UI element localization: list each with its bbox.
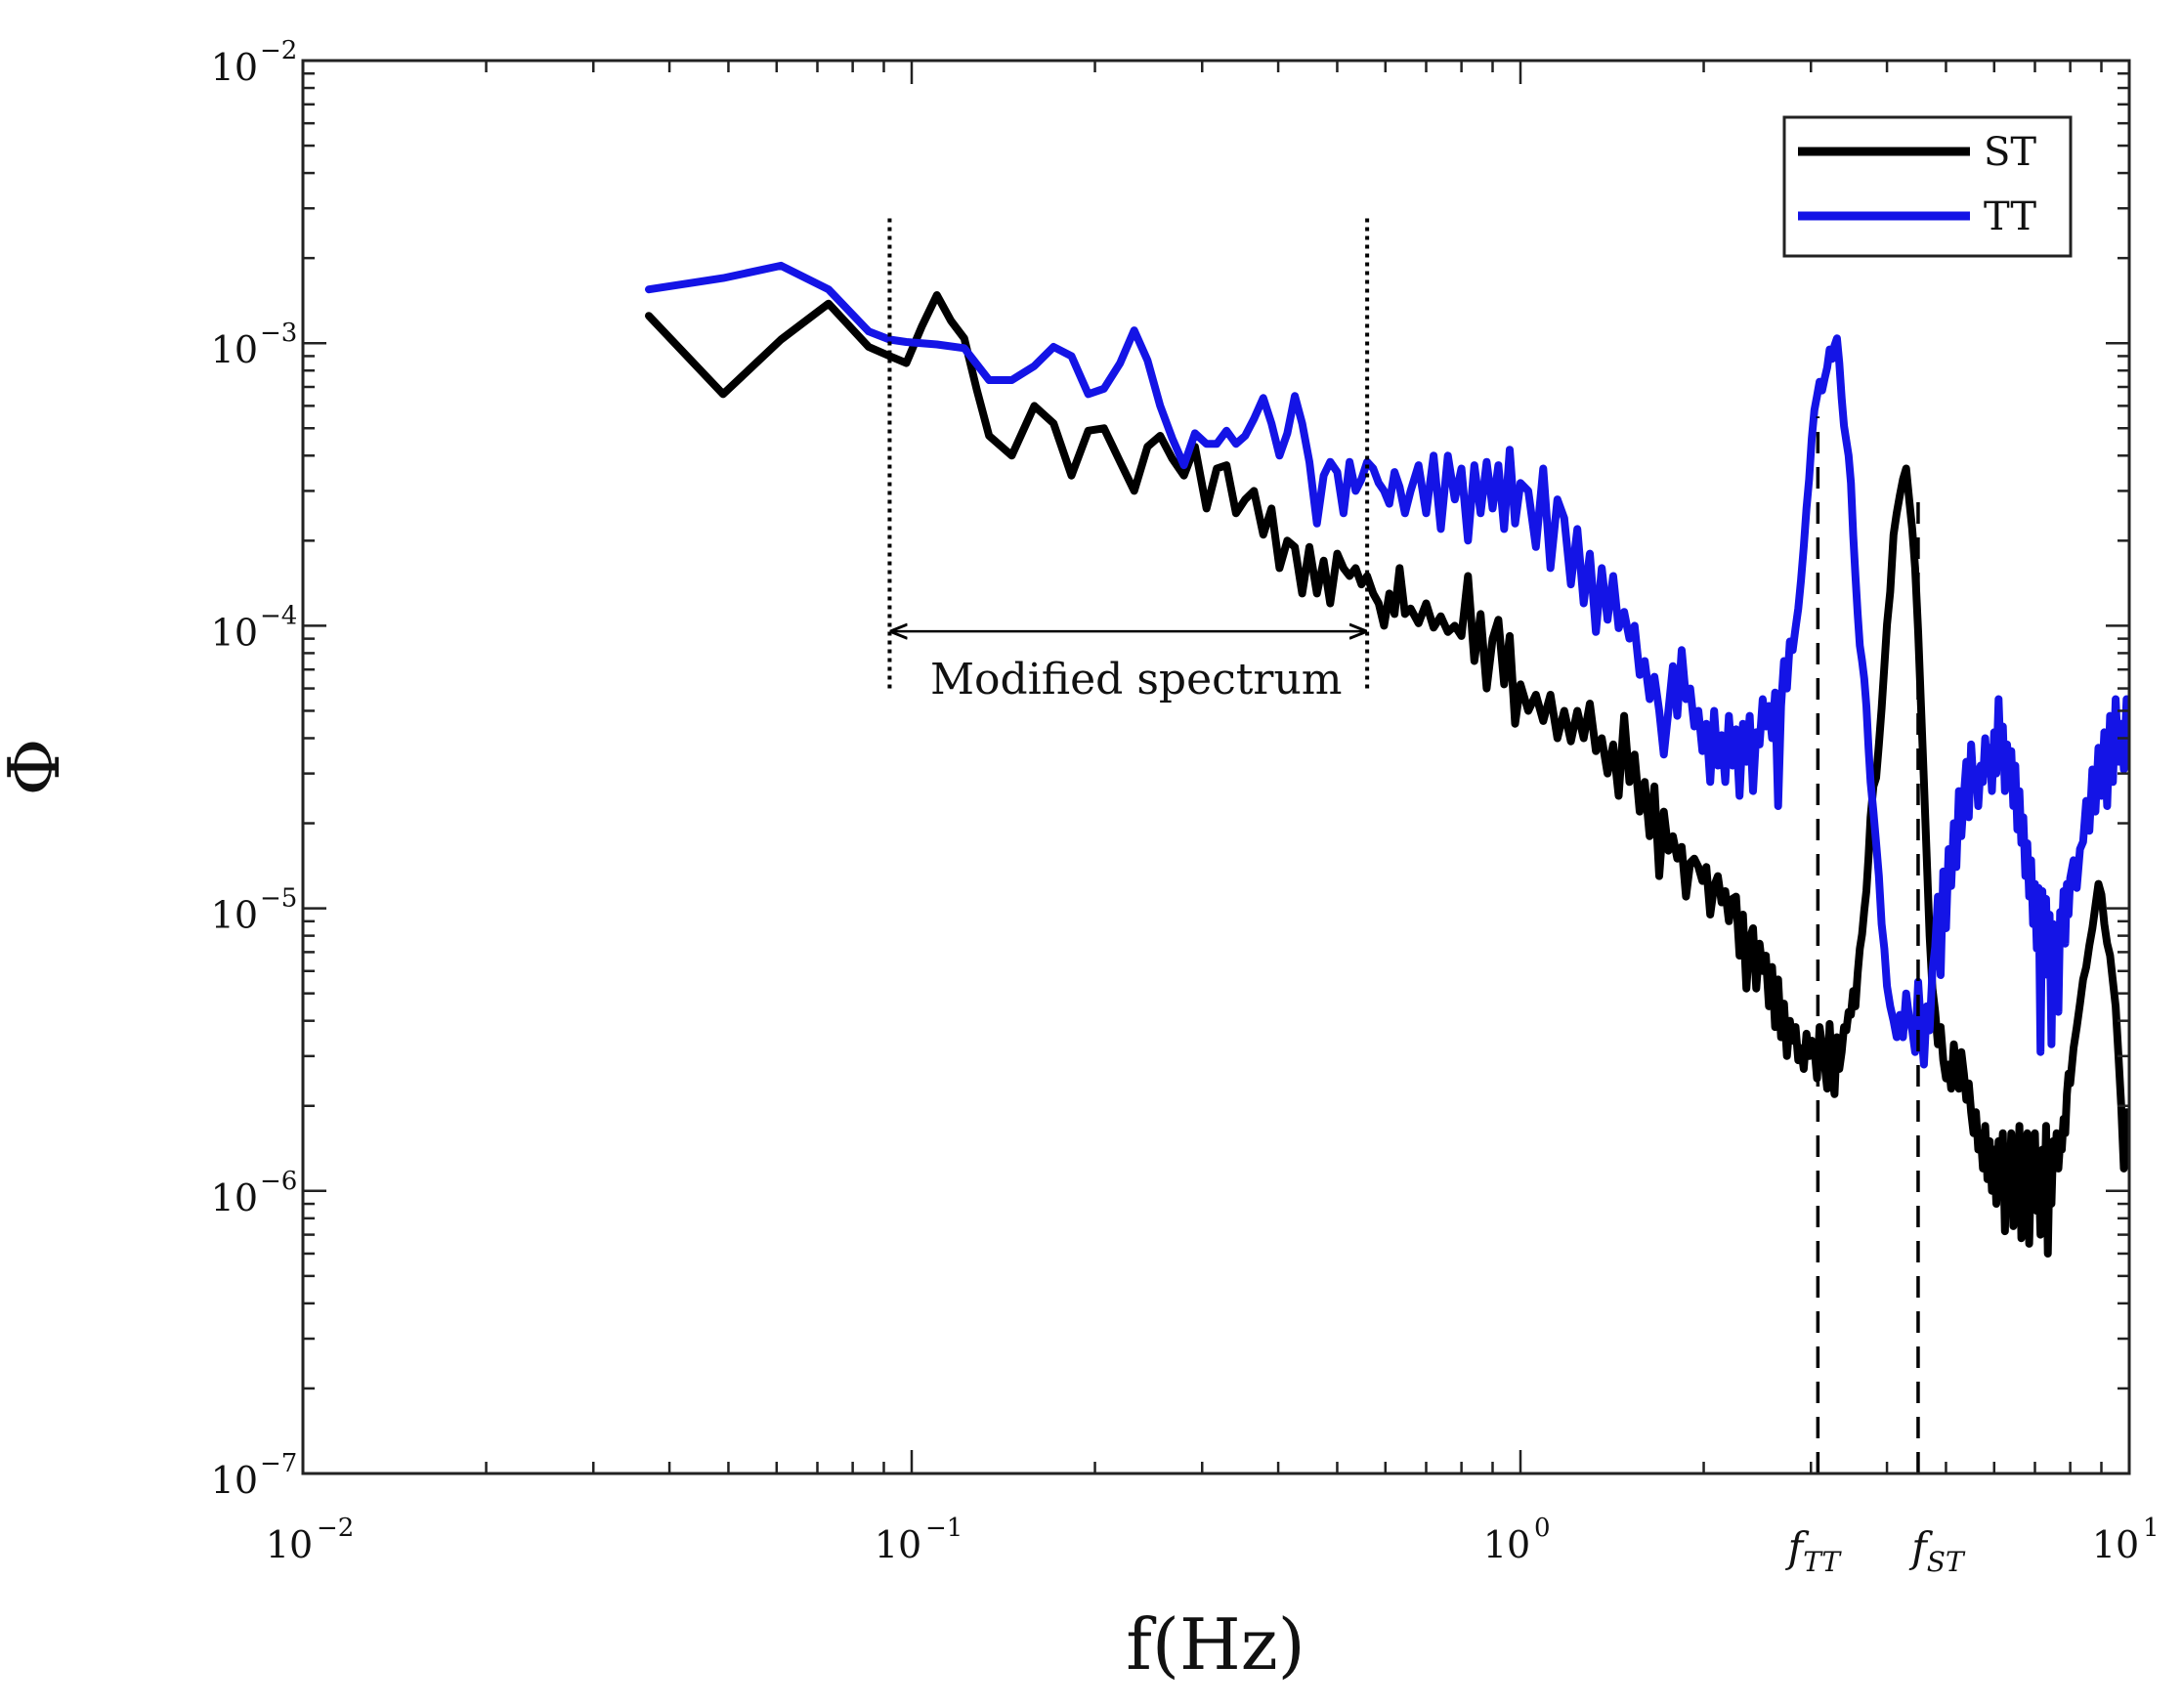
- x-tick-label: 10: [875, 1523, 921, 1566]
- y-tick-label-exp: −6: [260, 1167, 297, 1196]
- y-tick-label-exp: −2: [260, 36, 297, 65]
- x-tick-label-exp: 1: [2143, 1514, 2160, 1543]
- legend-label-st: ST: [1984, 130, 2036, 175]
- y-tick-label-exp: −4: [260, 601, 297, 630]
- x-tick-label: 10: [266, 1523, 313, 1566]
- x-tick-label-exp: −1: [925, 1514, 963, 1543]
- y-tick-label: 10: [211, 46, 258, 89]
- y-tick-label-exp: −5: [260, 884, 297, 914]
- f-tt-sub: TT: [1803, 1546, 1842, 1578]
- y-axis-label: Φ: [0, 738, 75, 795]
- plot-background: [303, 61, 2129, 1473]
- x-tick-label-exp: −2: [317, 1514, 354, 1543]
- y-tick-label: 10: [211, 1176, 258, 1219]
- y-tick-label-exp: −7: [260, 1449, 297, 1478]
- axis-ticks: [301, 59, 2131, 1475]
- series-line-st: [645, 291, 2129, 1258]
- axis-tick-labels: 10 −2 10 −1 10 0 10 110 −710 −610 −510 −410 −310 −2: [211, 36, 2160, 1566]
- f-tt-label: fTT: [1785, 1523, 1843, 1578]
- x-tick-label: 10: [1483, 1523, 1530, 1566]
- legend-box: [1782, 115, 2073, 258]
- legend: ST TT: [1782, 115, 2073, 258]
- plot-frame: [301, 59, 2131, 1475]
- x-tick-label: 10: [2092, 1523, 2139, 1566]
- y-tick-label-exp: −3: [260, 319, 297, 348]
- legend-label-tt: TT: [1984, 194, 2036, 239]
- modified-spectrum-label: Modified spectrum: [930, 655, 1343, 705]
- y-tick-label: 10: [211, 328, 258, 371]
- x-tick-label-exp: 0: [1534, 1514, 1551, 1543]
- series-line-tt: [645, 261, 2129, 1069]
- y-tick-label: 10: [211, 1459, 258, 1502]
- y-tick-label: 10: [211, 894, 258, 937]
- x-axis-label: f(Hz): [1126, 1603, 1305, 1686]
- reference-lines: [887, 216, 1920, 1473]
- y-tick-label: 10: [211, 611, 258, 654]
- f-st-label: fST: [1908, 1523, 1966, 1578]
- f-st-sub: ST: [1927, 1546, 1966, 1578]
- series-layer: [645, 261, 2129, 1258]
